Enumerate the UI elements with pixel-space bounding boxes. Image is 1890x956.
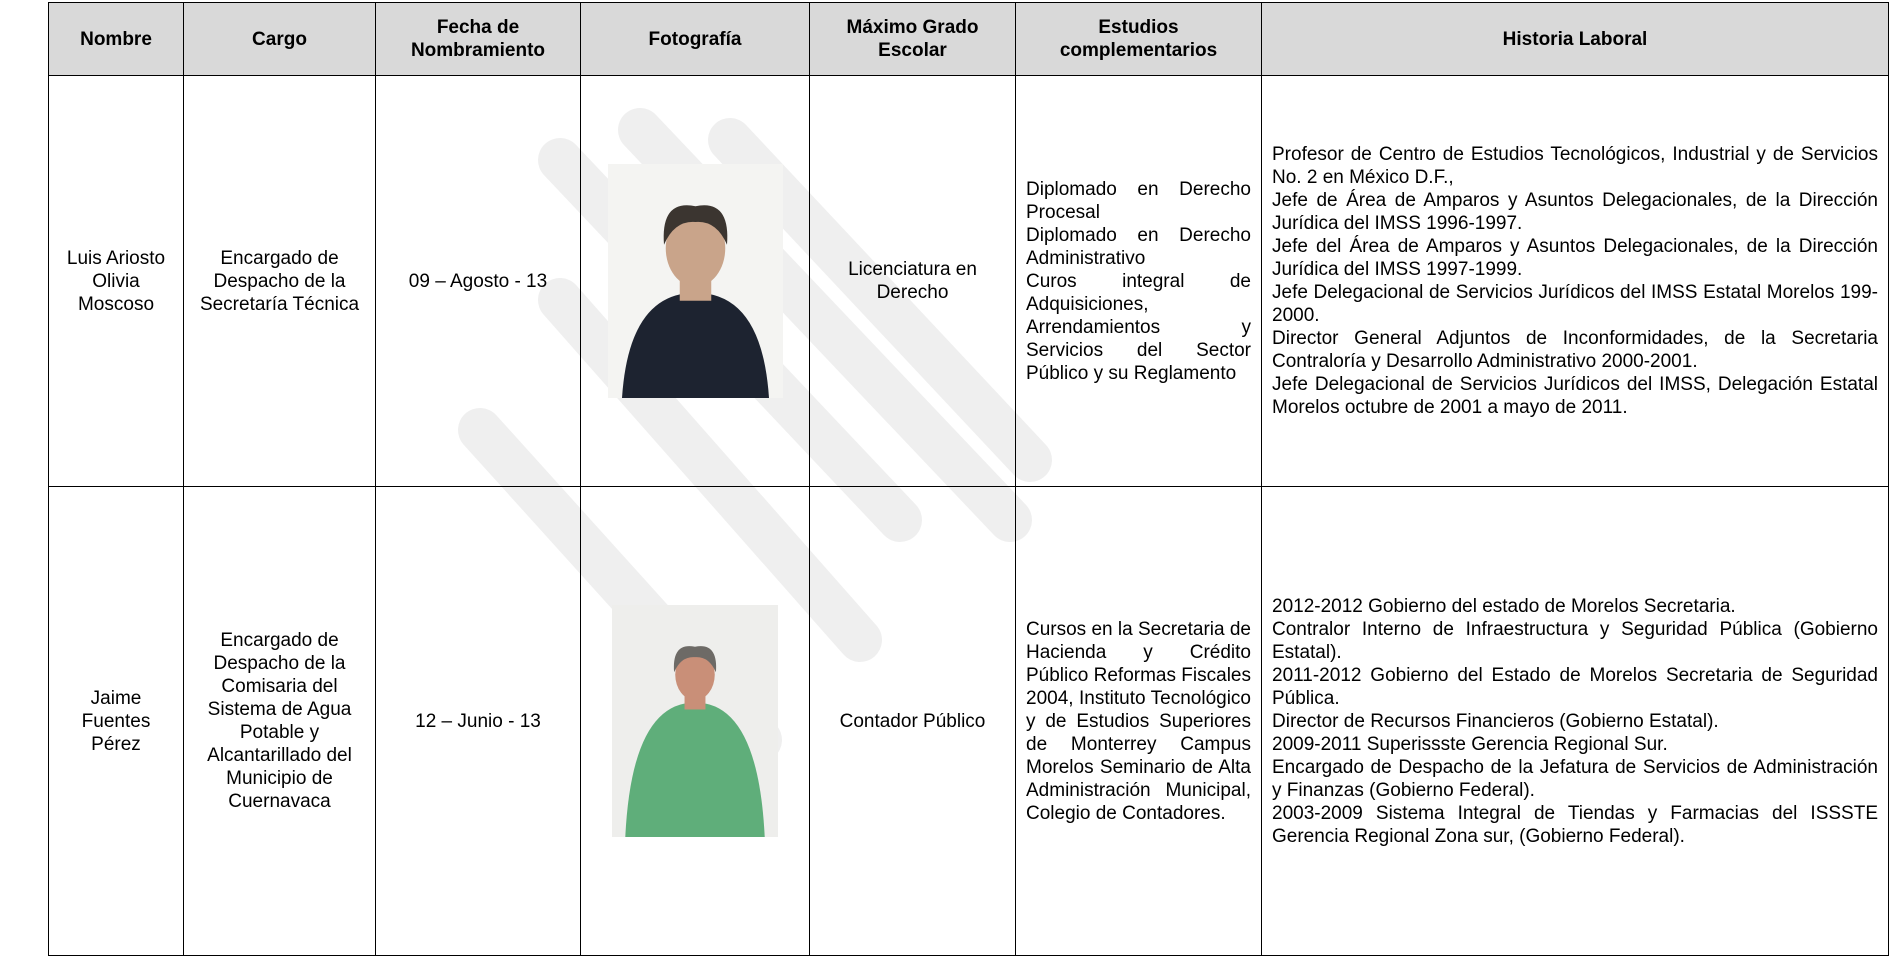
history-item: 2011-2012 Gobierno del Estado de Morelos… [1272, 664, 1878, 709]
staff-table: Nombre Cargo Fecha de Nombramiento Fotograf… [48, 2, 1889, 956]
name-cell: Luis Ariosto Olivia Moscoso [48, 75, 184, 487]
history-cell: 2012-2012 Gobierno del estado de Morelos… [1261, 486, 1889, 956]
position-cell: Encargado de Despacho de la Comisaria de… [183, 486, 376, 956]
column-header: Cargo [183, 2, 376, 76]
history-item: Director de Recursos Financieros (Gobier… [1272, 710, 1719, 732]
header-row: Nombre Cargo Fecha de Nombramiento Fotograf… [48, 2, 1889, 76]
history-item: Jefe Delegacional de Servicios Jurídicos… [1272, 282, 1878, 326]
column-header: Nombre [48, 2, 184, 76]
history-item: Profesor de Centro de Estudios Tecnológi… [1272, 144, 1878, 188]
history-item: Contralor Interno de Infraestructura y S… [1272, 618, 1878, 663]
degree-cell: Contador Público [809, 486, 1016, 956]
column-header: Estudios complementarios [1015, 2, 1262, 76]
column-header: Fotografía [580, 2, 810, 76]
position-cell: Encargado de Despacho de la Secretaría T… [183, 75, 376, 487]
name-cell: Jaime Fuentes Pérez [48, 486, 184, 956]
history-item: 2012-2012 Gobierno del estado de Morelos… [1272, 595, 1736, 617]
study-item: Diplomado en Derecho Administrativo [1026, 224, 1251, 269]
degree-cell: Licenciatura en Derecho [809, 75, 1016, 487]
history-item: Encargado de Despacho de la Jefatura de … [1272, 756, 1878, 801]
column-header: Historia Laboral [1261, 2, 1889, 76]
history-item: Director General Adjuntos de Inconformid… [1272, 328, 1878, 372]
history-cell: Profesor de Centro de Estudios Tecnológi… [1261, 75, 1889, 487]
table-row: Jaime Fuentes Pérez Encargado de Despacho… [48, 486, 1889, 956]
history-item: Jefe del Área de Amparos y Asuntos Deleg… [1272, 236, 1878, 280]
photo [612, 605, 778, 837]
column-header: Fecha de Nombramiento [375, 2, 581, 76]
photo [607, 164, 783, 398]
date-cell: 12 – Junio - 13 [375, 486, 581, 956]
page: Nombre Cargo Fecha de Nombramiento Fotograf… [48, 2, 1889, 956]
photo-cell [580, 486, 810, 956]
table-body: Luis Ariosto Olivia Moscoso Encargado de … [48, 75, 1889, 956]
history-item: Jefe de Área de Amparos y Asuntos Delega… [1272, 190, 1878, 234]
history-item: 2009-2011 Superissste Gerencia Regional … [1272, 733, 1668, 755]
history-item: 2003-2009 Sistema Integral de Tiendas y … [1272, 802, 1878, 847]
photo-cell [580, 75, 810, 487]
study-item: Diplomado en Derecho Procesal [1026, 178, 1251, 223]
studies-cell: Diplomado en Derecho Procesal Diplomado e… [1015, 75, 1262, 487]
date-cell: 09 – Agosto - 13 [375, 75, 581, 487]
table-row: Luis Ariosto Olivia Moscoso Encargado de … [48, 75, 1889, 487]
column-header: Máximo Grado Escolar [809, 2, 1016, 76]
history-item: Jefe Delegacional de Servicios Jurídicos… [1272, 374, 1878, 418]
study-item: Cursos en la Secretaria de Hacienda y Cr… [1026, 618, 1251, 824]
study-item: Curos integral de Adquisiciones, Arrenda… [1026, 270, 1251, 384]
studies-cell: Cursos en la Secretaria de Hacienda y Cr… [1015, 486, 1262, 956]
